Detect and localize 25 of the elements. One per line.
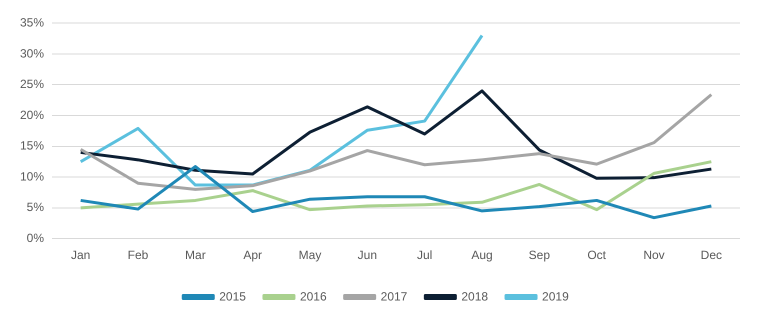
y-tick-label: 20% bbox=[20, 108, 44, 122]
y-tick-label: 15% bbox=[20, 138, 44, 153]
legend-label: 2015 bbox=[219, 289, 246, 304]
legend-label: 2019 bbox=[542, 289, 570, 304]
y-tick-label: 25% bbox=[20, 77, 44, 92]
x-tick-label: Jan bbox=[71, 248, 90, 262]
y-tick-label: 0% bbox=[26, 230, 44, 245]
x-tick-label: Oct bbox=[587, 248, 607, 262]
y-tick-label: 35% bbox=[20, 16, 44, 30]
x-tick-label: Feb bbox=[128, 248, 149, 262]
x-tick-label: Dec bbox=[700, 248, 722, 262]
x-tick-label: Apr bbox=[243, 248, 262, 262]
x-tick-label: Jun bbox=[358, 248, 378, 262]
y-tick-label: 30% bbox=[20, 46, 44, 60]
x-tick-label: May bbox=[298, 248, 322, 262]
legend-label: 2017 bbox=[380, 289, 408, 304]
y-tick-label: 10% bbox=[20, 169, 44, 184]
x-tick-label: Sep bbox=[528, 248, 550, 262]
x-tick-label: Jul bbox=[417, 248, 432, 262]
x-tick-label: Mar bbox=[185, 248, 206, 262]
legend-label: 2018 bbox=[461, 289, 488, 304]
y-tick-label: 5% bbox=[26, 200, 44, 214]
legend-label: 2016 bbox=[300, 289, 327, 304]
x-tick-label: Nov bbox=[643, 248, 665, 262]
x-tick-label: Aug bbox=[471, 248, 493, 262]
